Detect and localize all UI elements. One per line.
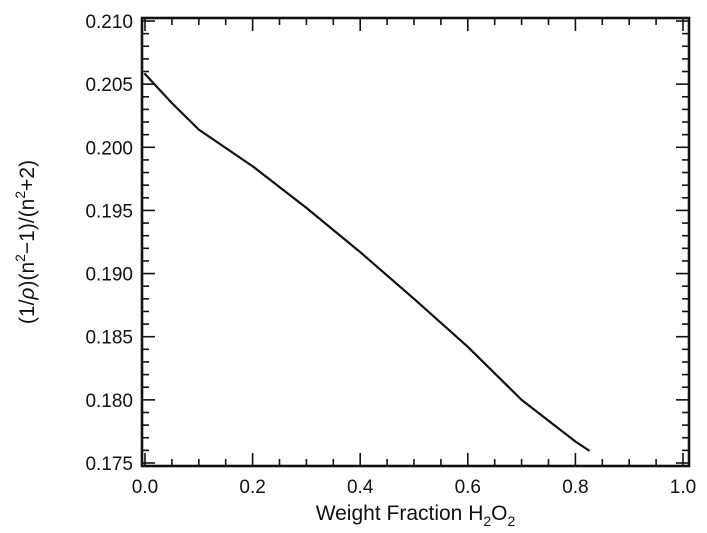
x-tick-label: 0.0	[132, 477, 158, 498]
y-tick-label: 0.200	[85, 138, 133, 159]
x-tick-label: 0.8	[562, 477, 588, 498]
y-tick-label: 0.185	[85, 328, 133, 349]
y-tick-label: 0.190	[85, 265, 133, 286]
x-tick-label: 0.2	[239, 477, 265, 498]
x-axis-title: Weight Fraction H2O2	[316, 502, 516, 529]
series-layer	[143, 72, 590, 452]
y-tick-label: 0.195	[85, 201, 133, 222]
y-tick-label: 0.180	[85, 391, 133, 412]
x-tick-label: 0.4	[347, 477, 374, 498]
y-tick-label: 0.205	[85, 75, 133, 96]
plot-layer	[140, 16, 691, 468]
y-axis-title: (1/ρ)(n2−1)/(n2+2)	[12, 160, 39, 324]
y-tick-label: 0.175	[85, 454, 133, 475]
x-tick-label: 1.0	[670, 477, 696, 498]
y-tick-label: 0.210	[85, 12, 133, 33]
series-line-1	[143, 72, 590, 452]
x-tick-label: 0.6	[455, 477, 481, 498]
plot-frame	[140, 16, 691, 468]
tick-layer: 0.0 0.2 0.4 0.6 0.8 1.0 0.175 0.180 0.185 0.190 0.…	[85, 12, 696, 498]
